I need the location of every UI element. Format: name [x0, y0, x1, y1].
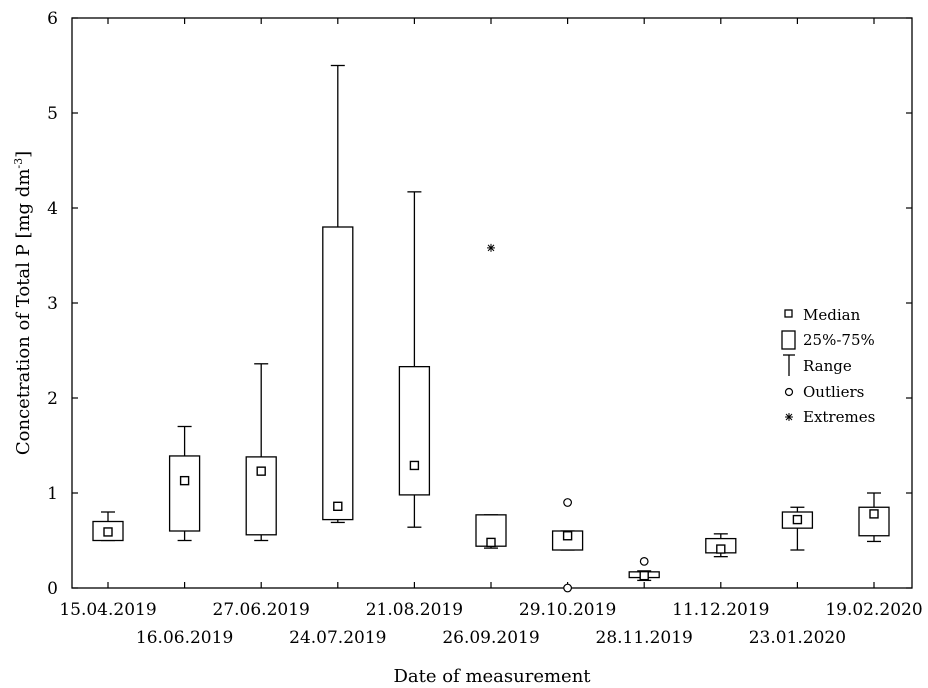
box-group [858, 492, 890, 543]
legend-median-label: Median [803, 306, 861, 324]
median-marker [562, 531, 573, 541]
x-tick-label: 27.06.2019 [213, 600, 310, 620]
y-tick-label: 1 [47, 484, 58, 504]
legend-box-symbol [781, 330, 796, 350]
box-group [322, 64, 354, 524]
outlier-marker [639, 557, 649, 566]
median-marker [639, 570, 649, 581]
box-group [475, 243, 507, 549]
box-iqr [551, 530, 584, 551]
box-iqr [168, 455, 201, 532]
x-tick-label: 26.09.2019 [442, 628, 539, 648]
x-tick-label: 11.12.2019 [672, 600, 769, 620]
legend-outlier-symbol [784, 387, 794, 397]
box-group [551, 498, 584, 593]
median-marker [486, 537, 496, 548]
median-marker [792, 514, 803, 525]
y-tick-label: 5 [47, 104, 58, 124]
legend-extremes-label: Extremes [803, 408, 875, 426]
legend-outliers-label: Outliers [803, 383, 864, 401]
x-tick-label: 28.11.2019 [596, 628, 693, 648]
extreme-stroke [487, 244, 495, 252]
y-tick-label: 4 [47, 199, 58, 219]
box-iqr [322, 226, 354, 521]
extreme-marker [487, 243, 495, 252]
box-group [705, 533, 737, 558]
median-marker [179, 475, 190, 486]
y-tick-label: 0 [47, 579, 58, 599]
median-marker [103, 527, 113, 537]
y-axis-label: Concetration of Total P [mg dm-3] [12, 151, 34, 455]
legend-median-symbol [784, 309, 793, 318]
x-tick-label: 23.01.2020 [749, 628, 846, 648]
box-group [781, 506, 814, 551]
legend-range-label: Range [803, 357, 852, 375]
box-group [245, 363, 277, 542]
outlier-marker [563, 583, 572, 593]
x-tick-label: 29.10.2019 [519, 600, 616, 620]
median-marker [869, 509, 879, 519]
boxes [92, 64, 890, 593]
y-tick-label: 2 [47, 389, 58, 409]
box-group [92, 511, 124, 542]
x-tick-label: 21.08.2019 [366, 600, 463, 620]
legend: Median 25%-75% Range Outliers Extremes [781, 306, 875, 426]
x-tick-label: 16.06.2019 [136, 628, 233, 648]
y-tick-label: 3 [47, 294, 58, 314]
legend-box-label: 25%-75% [803, 331, 875, 349]
legend-extreme-symbol [785, 413, 793, 421]
x-axis: 15.04.2019 16.06.2019 27.06.2019 24.07.2019… [59, 18, 923, 648]
median-marker [409, 460, 420, 471]
x-tick-label: 24.07.2019 [289, 628, 386, 648]
box-group [398, 191, 431, 528]
box-group [168, 425, 201, 542]
outlier-marker [563, 498, 572, 507]
median-marker [333, 501, 343, 511]
median-marker [256, 466, 266, 476]
x-tick-label: 19.02.2020 [825, 600, 922, 620]
x-tick-label: 15.04.2019 [59, 600, 156, 620]
median-marker [716, 544, 726, 554]
y-axis: 0 1 2 3 4 5 6 [47, 9, 912, 599]
box-group [628, 557, 660, 582]
x-axis-label: Date of measurement [393, 666, 591, 687]
legend-range-symbol [783, 354, 795, 376]
y-tick-label: 6 [47, 9, 58, 29]
box-iqr [398, 365, 431, 496]
